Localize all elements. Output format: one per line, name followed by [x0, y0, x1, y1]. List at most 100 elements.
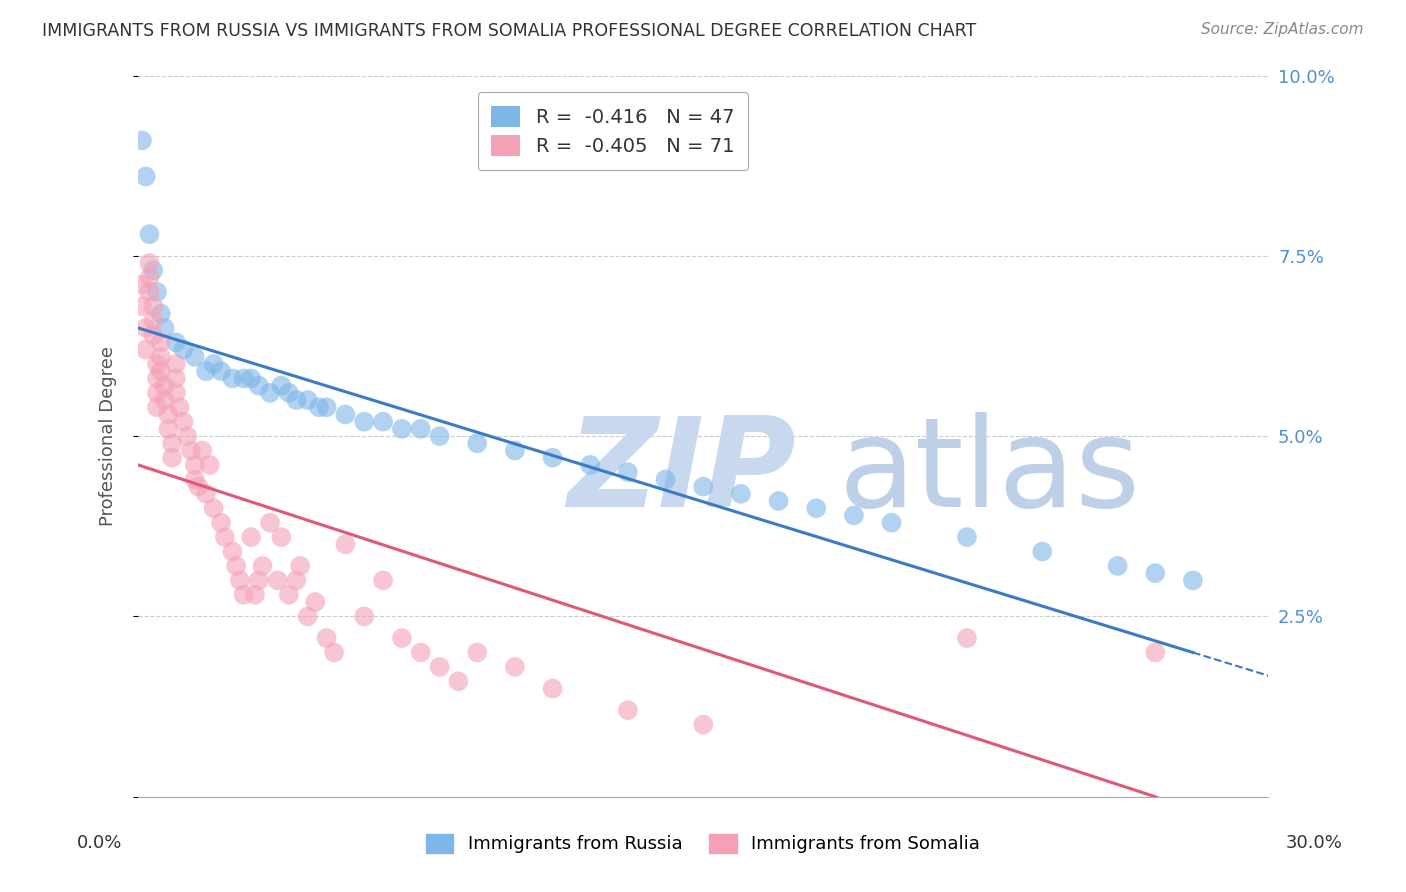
- Point: [191, 443, 214, 458]
- Point: [209, 364, 232, 378]
- Point: [335, 537, 357, 551]
- Point: [160, 450, 183, 465]
- Point: [956, 631, 979, 645]
- Point: [240, 530, 263, 544]
- Point: [579, 458, 602, 472]
- Point: [429, 429, 451, 443]
- Point: [172, 415, 194, 429]
- Point: [1107, 558, 1129, 573]
- Text: atlas: atlas: [839, 412, 1142, 533]
- Point: [842, 508, 865, 523]
- Point: [225, 558, 247, 573]
- Point: [221, 371, 243, 385]
- Point: [165, 371, 187, 385]
- Point: [692, 717, 714, 731]
- Point: [1031, 544, 1053, 558]
- Point: [149, 364, 172, 378]
- Point: [187, 480, 209, 494]
- Point: [221, 544, 243, 558]
- Point: [768, 494, 790, 508]
- Point: [447, 674, 470, 689]
- Point: [165, 335, 187, 350]
- Point: [146, 371, 169, 385]
- Point: [138, 270, 160, 285]
- Point: [135, 321, 157, 335]
- Point: [429, 660, 451, 674]
- Point: [135, 343, 157, 357]
- Point: [409, 645, 432, 659]
- Point: [142, 328, 165, 343]
- Point: [285, 392, 308, 407]
- Point: [232, 588, 254, 602]
- Point: [142, 299, 165, 313]
- Point: [153, 378, 176, 392]
- Point: [165, 385, 187, 400]
- Point: [353, 415, 375, 429]
- Point: [138, 285, 160, 299]
- Point: [138, 256, 160, 270]
- Point: [243, 588, 266, 602]
- Point: [202, 501, 225, 516]
- Point: [730, 487, 752, 501]
- Point: [288, 558, 311, 573]
- Point: [259, 516, 281, 530]
- Point: [247, 378, 270, 392]
- Point: [229, 574, 252, 588]
- Point: [183, 458, 205, 472]
- Point: [277, 385, 299, 400]
- Point: [277, 588, 299, 602]
- Point: [409, 422, 432, 436]
- Point: [180, 443, 202, 458]
- Point: [138, 227, 160, 242]
- Point: [153, 321, 176, 335]
- Point: [183, 472, 205, 486]
- Point: [176, 429, 198, 443]
- Point: [135, 169, 157, 184]
- Point: [209, 516, 232, 530]
- Point: [252, 558, 274, 573]
- Point: [806, 501, 828, 516]
- Point: [183, 350, 205, 364]
- Point: [146, 285, 169, 299]
- Point: [142, 263, 165, 277]
- Legend: R =  -0.416   N = 47, R =  -0.405   N = 71: R = -0.416 N = 47, R = -0.405 N = 71: [478, 93, 748, 169]
- Point: [172, 343, 194, 357]
- Point: [131, 277, 153, 292]
- Point: [285, 574, 308, 588]
- Point: [304, 595, 326, 609]
- Point: [503, 660, 526, 674]
- Point: [1144, 645, 1167, 659]
- Legend: Immigrants from Russia, Immigrants from Somalia: Immigrants from Russia, Immigrants from …: [419, 827, 987, 861]
- Point: [169, 401, 191, 415]
- Point: [160, 436, 183, 450]
- Point: [297, 609, 319, 624]
- Point: [391, 631, 413, 645]
- Point: [240, 371, 263, 385]
- Text: 30.0%: 30.0%: [1286, 834, 1343, 852]
- Point: [153, 392, 176, 407]
- Text: IMMIGRANTS FROM RUSSIA VS IMMIGRANTS FROM SOMALIA PROFESSIONAL DEGREE CORRELATIO: IMMIGRANTS FROM RUSSIA VS IMMIGRANTS FRO…: [42, 22, 976, 40]
- Point: [692, 480, 714, 494]
- Point: [315, 631, 337, 645]
- Point: [297, 392, 319, 407]
- Point: [266, 574, 288, 588]
- Point: [146, 401, 169, 415]
- Point: [391, 422, 413, 436]
- Point: [541, 681, 564, 696]
- Point: [165, 357, 187, 371]
- Text: Source: ZipAtlas.com: Source: ZipAtlas.com: [1201, 22, 1364, 37]
- Point: [503, 443, 526, 458]
- Point: [541, 450, 564, 465]
- Point: [654, 472, 676, 486]
- Point: [315, 401, 337, 415]
- Point: [259, 385, 281, 400]
- Point: [1181, 574, 1204, 588]
- Point: [617, 703, 640, 717]
- Text: 0.0%: 0.0%: [77, 834, 122, 852]
- Point: [214, 530, 236, 544]
- Point: [142, 314, 165, 328]
- Text: ZIP: ZIP: [568, 412, 796, 533]
- Point: [247, 574, 270, 588]
- Point: [1144, 566, 1167, 581]
- Point: [465, 645, 488, 659]
